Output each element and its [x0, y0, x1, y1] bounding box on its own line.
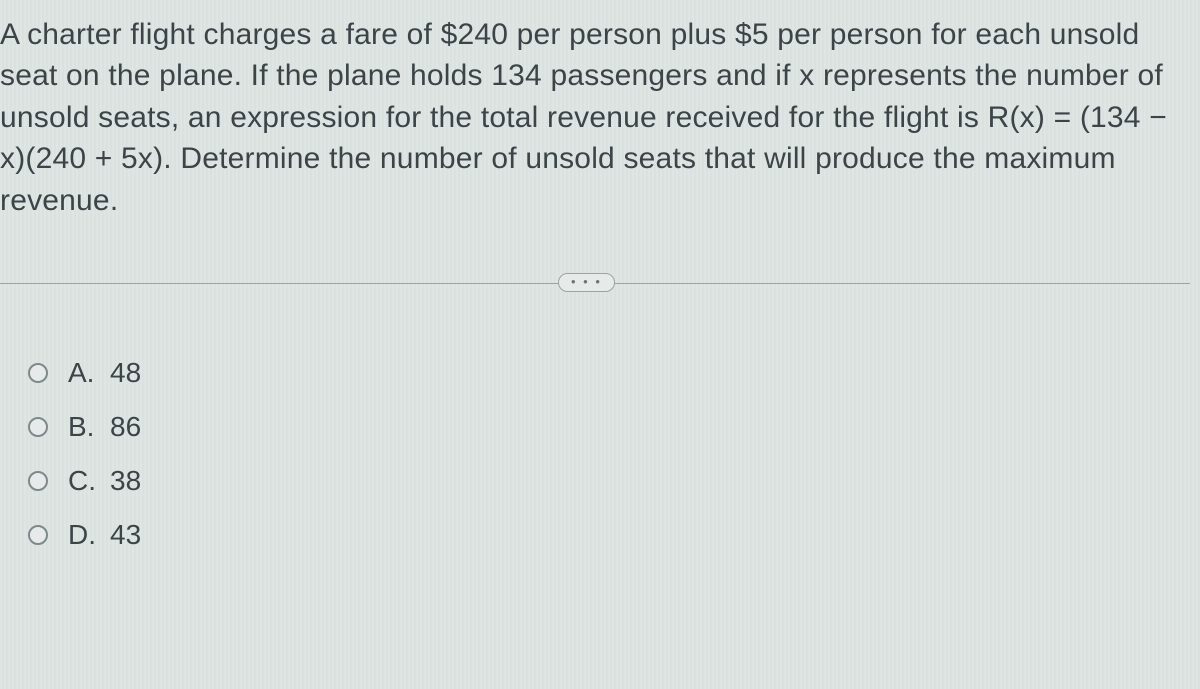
- section-divider: • • •: [0, 269, 1190, 299]
- option-c-row[interactable]: C. 38: [28, 465, 1190, 497]
- option-d-value: 43: [110, 519, 141, 551]
- option-d-radio[interactable]: [28, 525, 48, 545]
- option-b-value: 86: [110, 411, 141, 443]
- option-a-value: 48: [110, 357, 141, 389]
- divider-dots-pill[interactable]: • • •: [558, 273, 615, 292]
- option-b-row[interactable]: B. 86: [28, 411, 1190, 443]
- option-c-letter: C.: [68, 465, 110, 497]
- option-b-letter: B.: [68, 411, 110, 443]
- option-a-row[interactable]: A. 48: [28, 357, 1190, 389]
- option-d-letter: D.: [68, 519, 110, 551]
- option-b-radio[interactable]: [28, 417, 48, 437]
- option-a-letter: A.: [68, 357, 110, 389]
- option-c-radio[interactable]: [28, 471, 48, 491]
- answer-options: A. 48 B. 86 C. 38 D. 43: [0, 357, 1190, 551]
- option-c-value: 38: [110, 465, 141, 497]
- option-a-radio[interactable]: [28, 363, 48, 383]
- question-text: A charter flight charges a fare of $240 …: [0, 14, 1190, 221]
- option-d-row[interactable]: D. 43: [28, 519, 1190, 551]
